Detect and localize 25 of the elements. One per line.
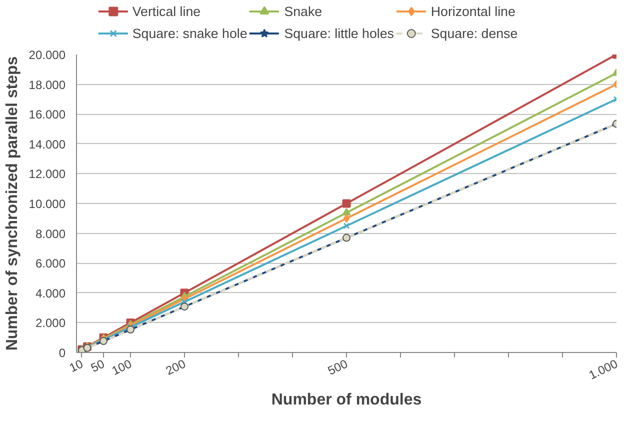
y-tick-label: 8.000 xyxy=(35,226,66,241)
y-tick-label: 10.000 xyxy=(28,197,66,211)
legend-label: Square: dense xyxy=(430,26,518,40)
x-tick-label: 500 xyxy=(326,356,350,378)
x-tick-label: 10 xyxy=(67,356,86,376)
x-tick-label: 50 xyxy=(88,356,108,376)
y-tick-label: 12.000 xyxy=(28,167,66,182)
legend-label: Square: little holes xyxy=(284,26,394,40)
y-tick-label: 16.000 xyxy=(28,108,66,122)
y-tick-label: 4.000 xyxy=(35,286,66,300)
x-tick-label: 100 xyxy=(110,356,134,378)
y-tick-label: 14.000 xyxy=(28,137,66,152)
legend-label: Snake xyxy=(284,4,322,18)
y-tick-label: 6.000 xyxy=(35,256,66,271)
y-axis-title: Number of synchronized parallel steps xyxy=(4,56,21,351)
legend-label: Vertical line xyxy=(132,4,201,18)
x-axis-title: Number of modules xyxy=(271,392,422,409)
x-tick-label: 200 xyxy=(164,356,188,378)
legend-label: Horizontal line xyxy=(430,4,516,18)
x-tick-label: 1.000 xyxy=(586,356,620,382)
y-tick-label: 18.000 xyxy=(28,78,66,92)
legend-label: Square: snake hole xyxy=(132,26,248,40)
y-tick-label: 20.000 xyxy=(28,48,66,62)
y-tick-label: 0 xyxy=(58,346,66,360)
y-tick-label: 2.000 xyxy=(35,316,66,330)
